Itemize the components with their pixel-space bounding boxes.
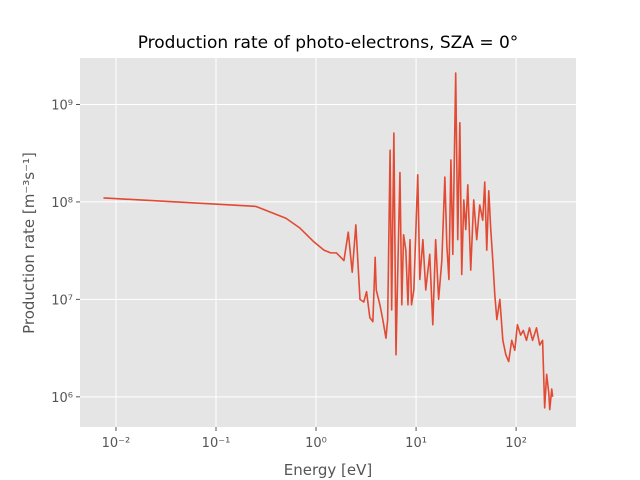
y-tick-label: 10⁷ bbox=[51, 293, 73, 308]
x-tick-label: 10⁻¹ bbox=[202, 436, 231, 451]
x-axis-label: Energy [eV] bbox=[284, 461, 372, 479]
x-tick-label: 10² bbox=[505, 436, 527, 451]
y-tick-label: 10⁹ bbox=[51, 98, 73, 113]
data-line bbox=[103, 72, 554, 411]
x-tick-label: 10⁰ bbox=[305, 436, 327, 451]
x-tick-label: 10⁻² bbox=[102, 436, 131, 451]
y-axis-label: Production rate [m⁻³s⁻¹] bbox=[20, 152, 38, 334]
y-tick-label: 10⁶ bbox=[51, 391, 73, 406]
x-tick-label: 10¹ bbox=[405, 436, 427, 451]
plot-area bbox=[80, 58, 576, 427]
y-tick-label: 10⁸ bbox=[51, 196, 73, 211]
chart-title: Production rate of photo-electrons, SZA … bbox=[138, 33, 519, 53]
